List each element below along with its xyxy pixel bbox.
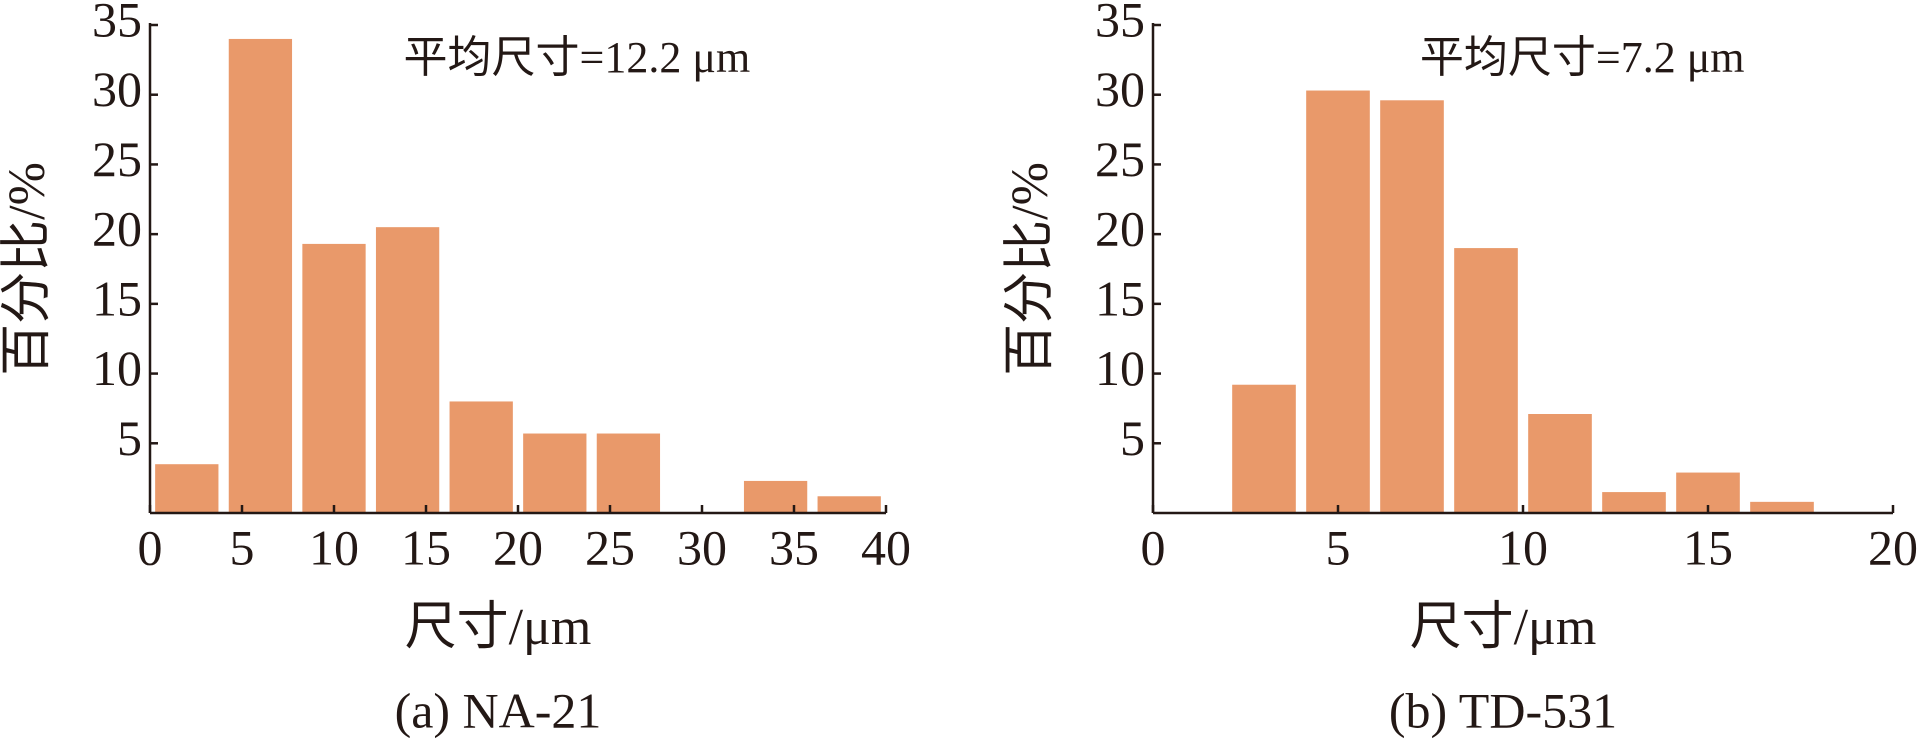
bar xyxy=(1306,90,1370,513)
y-tick-label: 25 xyxy=(92,131,142,187)
bar xyxy=(817,496,881,513)
bar xyxy=(302,243,366,513)
y-tick-label: 20 xyxy=(92,201,142,257)
bar xyxy=(1232,384,1296,513)
x-tick-label: 15 xyxy=(401,519,451,575)
bar xyxy=(1602,492,1666,513)
x-tick-label: 5 xyxy=(230,519,255,575)
x-tick-label: 30 xyxy=(677,519,727,575)
x-tick-label: 10 xyxy=(1498,519,1548,575)
bar xyxy=(155,464,219,513)
y-tick-label: 25 xyxy=(1095,131,1145,187)
annotation: 平均尺寸=7.2 μm xyxy=(1420,33,1745,82)
bar xyxy=(1528,414,1592,513)
bar xyxy=(596,433,661,513)
y-tick-label: 10 xyxy=(1095,340,1145,396)
bar xyxy=(1380,100,1444,513)
x-tick-label: 0 xyxy=(1141,519,1166,575)
bar xyxy=(1750,501,1814,513)
bar xyxy=(375,227,440,513)
y-tick-label: 35 xyxy=(1095,0,1145,47)
y-tick-label: 10 xyxy=(92,340,142,396)
x-tick-label: 20 xyxy=(493,519,543,575)
y-tick-label: 35 xyxy=(92,0,142,47)
bar xyxy=(523,433,587,513)
y-tick-label: 30 xyxy=(92,61,142,117)
x-tick-label: 10 xyxy=(309,519,359,575)
y-tick-label: 5 xyxy=(1120,410,1145,466)
bar xyxy=(1454,248,1518,514)
bar xyxy=(228,38,293,513)
bar xyxy=(449,401,513,513)
x-tick-label: 5 xyxy=(1326,519,1351,575)
bar xyxy=(743,480,808,513)
annotation: 平均尺寸=12.2 μm xyxy=(404,33,751,82)
x-tick-label: 20 xyxy=(1868,519,1918,575)
y-axis-label: 百分比/% xyxy=(0,162,56,376)
y-tick-label: 15 xyxy=(1095,270,1145,326)
y-tick-label: 20 xyxy=(1095,201,1145,257)
x-axis-label: 尺寸/μm xyxy=(1410,599,1597,656)
x-tick-label: 0 xyxy=(138,519,163,575)
x-axis-label: 尺寸/μm xyxy=(405,599,592,656)
x-tick-label: 25 xyxy=(585,519,635,575)
y-tick-label: 15 xyxy=(92,270,142,326)
x-tick-label: 40 xyxy=(861,519,911,575)
x-tick-label: 35 xyxy=(769,519,819,575)
y-tick-label: 30 xyxy=(1095,61,1145,117)
y-axis-label: 百分比/% xyxy=(1002,162,1059,376)
y-tick-label: 5 xyxy=(117,410,142,466)
x-tick-label: 15 xyxy=(1683,519,1733,575)
caption: (b) TD-531 xyxy=(1389,682,1617,738)
caption: (a) NA-21 xyxy=(395,682,602,738)
